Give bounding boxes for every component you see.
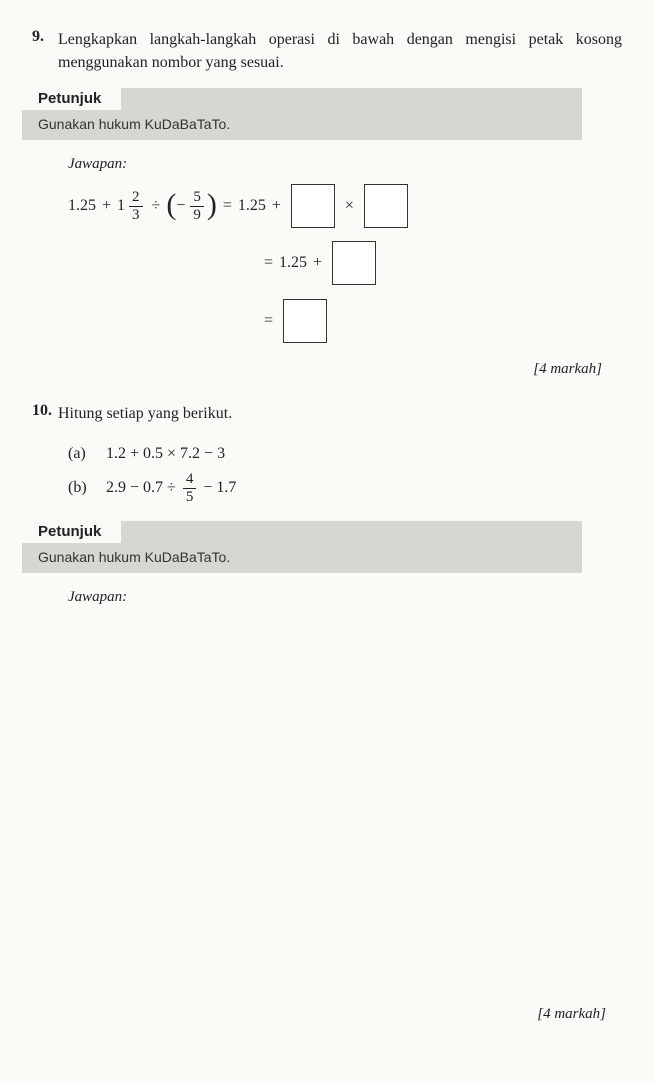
q9-lparen: ( [166, 190, 176, 220]
page: 9. Lengkapkan langkah-langkah operasi di… [0, 0, 654, 1083]
q9-frac2: 5 9 [190, 190, 204, 223]
q9-box1[interactable] [291, 184, 335, 228]
q9-line2: = 1.25 + [68, 241, 622, 285]
q10-hint-body: Gunakan hukum KuDaBaTaTo. [38, 543, 582, 565]
q9-eq2: = [264, 254, 273, 272]
q10-hint-box: Petunjuk Gunakan hukum KuDaBaTaTo. [22, 521, 582, 573]
q10-hint-title-wrap: Petunjuk [22, 521, 121, 543]
q9-mixed-fraction: 1 2 3 [117, 190, 146, 223]
q9-box2[interactable] [364, 184, 408, 228]
q9-rparen: ) [207, 190, 217, 220]
q10-b-expr-wrap: 2.9 − 0.7 ÷ 4 5 − 1.7 [106, 472, 236, 505]
q9-neg: − [176, 197, 185, 215]
q10-marks: [4 markah] [537, 1006, 606, 1023]
q10-answer-label: Jawapan: [68, 589, 622, 606]
q9-line1: 1.25 + 1 2 3 ÷ ( − 5 9 ) = 1.25 + × [68, 183, 622, 229]
q9-number: 9. [32, 28, 58, 46]
q9-l2-plus: + [313, 254, 322, 272]
q10-a-expr: 1.2 + 0.5 × 7.2 − 3 [106, 440, 225, 469]
q9-lead: 1.25 [68, 197, 96, 215]
q9-marks: [4 markah] [32, 361, 602, 378]
q10-b-tail: − 1.7 [203, 474, 236, 503]
q10-a-label: (a) [68, 440, 96, 469]
q10-hint-title: Petunjuk [38, 523, 101, 540]
q9-row: 9. Lengkapkan langkah-langkah operasi di… [32, 28, 622, 74]
q9-rhs-plus: + [272, 197, 281, 215]
q9-mixed-whole: 1 [117, 197, 125, 215]
q9-mixed-den: 3 [129, 206, 143, 223]
q9-times: × [345, 197, 354, 215]
q10-text: Hitung setiap yang berikut. [58, 402, 232, 425]
q10-sublist: (a) 1.2 + 0.5 × 7.2 − 3 (b) 2.9 − 0.7 ÷ … [68, 440, 622, 506]
q10-a: (a) 1.2 + 0.5 × 7.2 − 3 [68, 440, 622, 469]
q10-b-den: 5 [183, 488, 197, 505]
q9-hint-title-wrap: Petunjuk [22, 88, 121, 110]
q10-b: (b) 2.9 − 0.7 ÷ 4 5 − 1.7 [68, 472, 622, 505]
q9-mixed-num: 2 [129, 190, 143, 206]
q10-b-lead: 2.9 − 0.7 ÷ [106, 474, 176, 503]
q9-hint-body: Gunakan hukum KuDaBaTaTo. [38, 110, 582, 132]
q9-f2-den: 9 [190, 206, 204, 223]
q10-b-num: 4 [183, 472, 197, 488]
q9-eq3: = [264, 312, 273, 330]
q9-eq1: = [223, 197, 232, 215]
q9-plus1: + [102, 197, 111, 215]
q9-hint-title: Petunjuk [38, 90, 101, 107]
q10-b-frac: 4 5 [183, 472, 197, 505]
q9-f2-num: 5 [190, 190, 204, 206]
q10-number: 10. [32, 402, 58, 420]
q9-hint-box: Petunjuk Gunakan hukum KuDaBaTaTo. [22, 88, 582, 140]
q9-div: ÷ [152, 197, 161, 215]
q9-rhs-lead: 1.25 [238, 197, 266, 215]
q9-line3: = [68, 299, 622, 343]
q9-box4[interactable] [283, 299, 327, 343]
q9-box3[interactable] [332, 241, 376, 285]
q10-b-label: (b) [68, 474, 96, 503]
q9-answer-label: Jawapan: [68, 156, 622, 173]
q9-mixed-frac: 2 3 [129, 190, 143, 223]
q10-row: 10. Hitung setiap yang berikut. [32, 402, 622, 425]
q9-text: Lengkapkan langkah-langkah operasi di ba… [58, 28, 622, 74]
q9-l2-lead: 1.25 [279, 254, 307, 272]
q9-math: 1.25 + 1 2 3 ÷ ( − 5 9 ) = 1.25 + × [68, 183, 622, 343]
